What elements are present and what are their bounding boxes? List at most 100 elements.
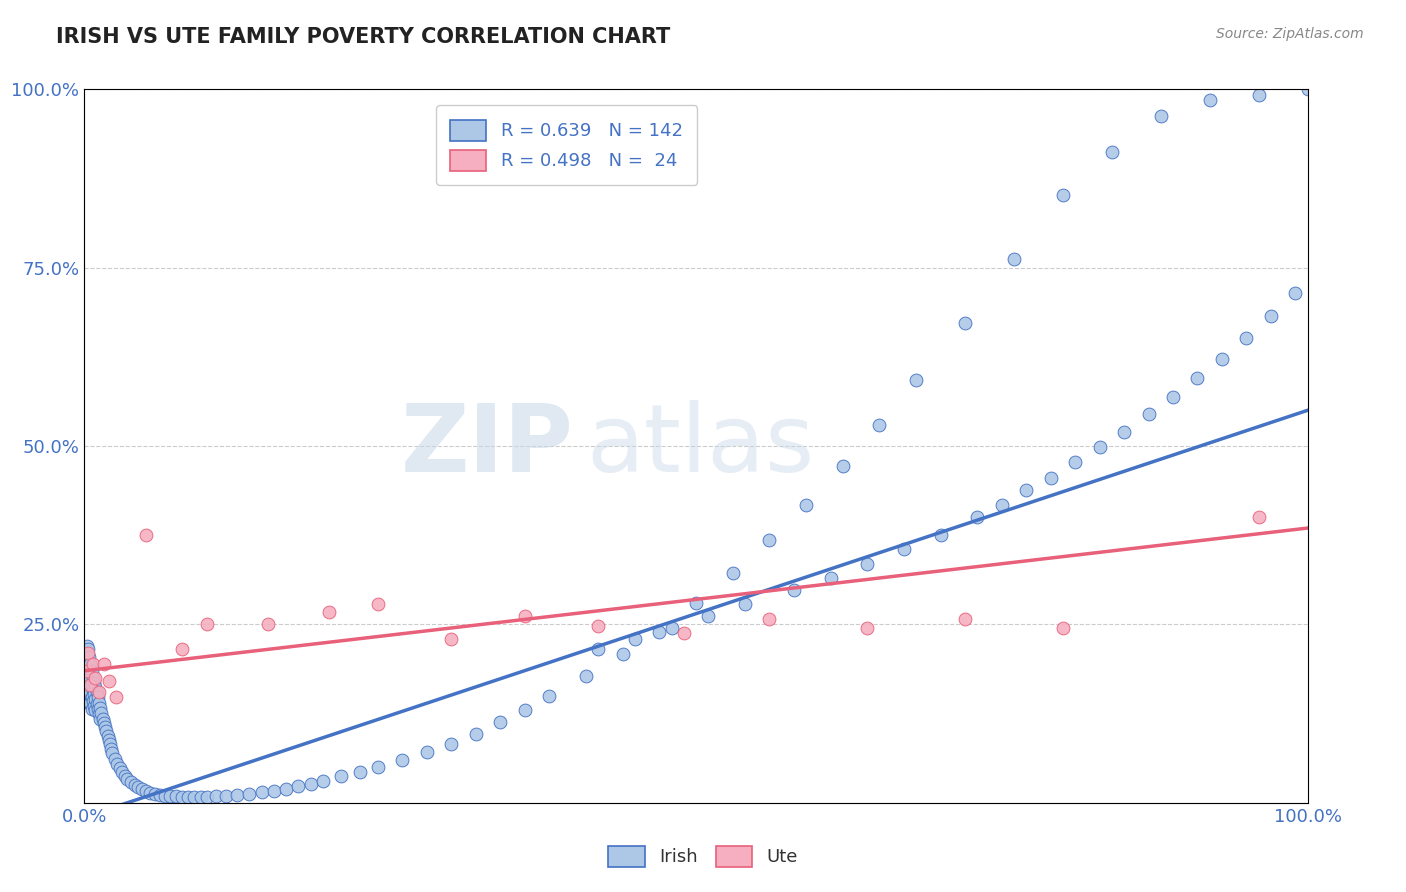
Point (83, 687, 105, 701)
Point (87, 706, 110, 721)
Point (82, 671, 104, 685)
Point (79, 671, 101, 685)
Point (440, 737, 463, 751)
Point (84, 692, 107, 706)
Point (79, 685, 101, 699)
Text: Source: ZipAtlas.com: Source: ZipAtlas.com (1216, 27, 1364, 41)
Point (131, 782, 153, 797)
Point (124, 778, 146, 792)
Point (183, 790, 205, 805)
Point (226, 788, 249, 802)
Point (98, 737, 121, 751)
Point (758, 612, 780, 626)
Point (77, 696, 100, 710)
Point (120, 775, 142, 789)
Point (90, 706, 112, 720)
Point (105, 756, 128, 771)
Legend: R = 0.639   N = 142, R = 0.498   N =  24: R = 0.639 N = 142, R = 0.498 N = 24 (436, 105, 697, 185)
Point (172, 790, 194, 805)
Point (758, 533, 780, 548)
Point (276, 781, 298, 796)
Text: IRISH VS UTE FAMILY POVERTY CORRELATION CHART: IRISH VS UTE FAMILY POVERTY CORRELATION … (56, 27, 671, 46)
Point (77, 649, 100, 664)
Point (1137, 407, 1160, 421)
Point (159, 789, 181, 804)
Point (318, 605, 340, 619)
Point (77, 646, 100, 660)
Point (172, 642, 194, 657)
Point (97, 674, 120, 689)
Point (82, 657, 104, 671)
Point (77, 671, 100, 685)
Point (190, 790, 212, 805)
Point (1064, 455, 1087, 469)
Point (685, 596, 707, 610)
Point (953, 612, 976, 626)
Point (87, 696, 110, 710)
Point (672, 626, 695, 640)
Point (86, 698, 108, 712)
Point (1015, 483, 1038, 498)
Point (869, 417, 891, 432)
Point (1296, 82, 1319, 96)
Point (440, 632, 463, 646)
Point (80, 690, 103, 705)
Point (661, 621, 683, 635)
Point (75, 653, 97, 667)
Point (966, 510, 988, 524)
Point (538, 689, 561, 703)
Point (135, 528, 157, 542)
Point (575, 669, 598, 683)
Point (624, 632, 647, 646)
Point (820, 571, 842, 585)
Point (367, 598, 389, 612)
Point (1187, 371, 1209, 385)
Point (1114, 425, 1136, 439)
Point (1150, 109, 1173, 123)
Point (86, 685, 108, 699)
Point (263, 783, 285, 797)
Point (115, 772, 138, 786)
Point (79, 696, 101, 710)
Point (79, 678, 101, 692)
Point (1247, 87, 1270, 102)
Point (299, 776, 322, 790)
Point (697, 608, 720, 623)
Point (83, 676, 105, 690)
Point (205, 789, 228, 804)
Point (416, 745, 439, 759)
Point (82, 683, 104, 698)
Point (82, 694, 104, 708)
Point (91, 712, 114, 726)
Point (127, 780, 149, 794)
Point (1039, 471, 1062, 485)
Point (135, 784, 157, 798)
Point (100, 741, 122, 756)
Point (77, 678, 100, 692)
Point (215, 789, 238, 803)
Point (391, 753, 413, 767)
Point (108, 761, 131, 775)
Point (84, 703, 107, 717)
Point (93, 715, 115, 730)
Point (104, 751, 127, 765)
Point (734, 598, 756, 612)
Point (143, 787, 166, 801)
Point (84, 680, 107, 694)
Point (367, 760, 389, 774)
Point (893, 542, 915, 557)
Point (77, 681, 100, 696)
Point (76, 664, 98, 678)
Point (94, 720, 117, 734)
Point (1101, 145, 1123, 159)
Point (721, 566, 744, 580)
Point (1052, 187, 1074, 202)
Point (105, 690, 128, 705)
Point (96, 724, 118, 739)
Point (165, 789, 187, 804)
Text: atlas: atlas (586, 400, 814, 492)
Point (612, 648, 634, 662)
Point (77, 689, 100, 703)
Point (1284, 285, 1306, 300)
Point (111, 765, 134, 780)
